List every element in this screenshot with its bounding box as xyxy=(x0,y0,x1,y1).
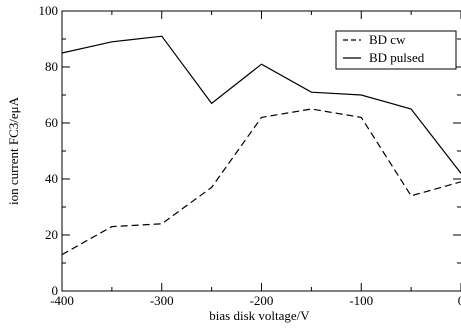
x-tick-label: 0 xyxy=(458,293,461,308)
series-line-bd-pulsed xyxy=(61,35,461,174)
legend-box xyxy=(335,30,457,70)
legend-label-bd-cw: BD cw xyxy=(369,32,406,47)
x-tick-label: -100 xyxy=(349,293,373,308)
x-tick-label: -300 xyxy=(150,293,174,308)
y-tick-label: 40 xyxy=(45,171,58,186)
plot-area xyxy=(61,10,461,292)
series-layer xyxy=(61,35,461,256)
x-tick-label: -200 xyxy=(250,293,274,308)
y-tick-label: 100 xyxy=(39,3,59,18)
y-tick-label: 0 xyxy=(52,283,59,298)
series-line-bd-cw xyxy=(61,108,461,256)
legend: BD cw BD pulsed xyxy=(335,30,457,70)
x-axis-label: bias disk voltage/V xyxy=(209,308,310,323)
x-tick-label: -400 xyxy=(50,293,74,308)
legend-label-bd-pulsed: BD pulsed xyxy=(369,50,425,65)
y-tick-label: 60 xyxy=(45,115,58,130)
tick-labels: -400 -300 -200 -100 0 0 20 40 60 80 100 xyxy=(39,3,461,308)
axis-ticks xyxy=(61,10,461,292)
y-axis-label: ion current FC3/eμA xyxy=(6,96,21,205)
y-tick-label: 20 xyxy=(45,227,58,242)
y-tick-label: 80 xyxy=(45,59,58,74)
